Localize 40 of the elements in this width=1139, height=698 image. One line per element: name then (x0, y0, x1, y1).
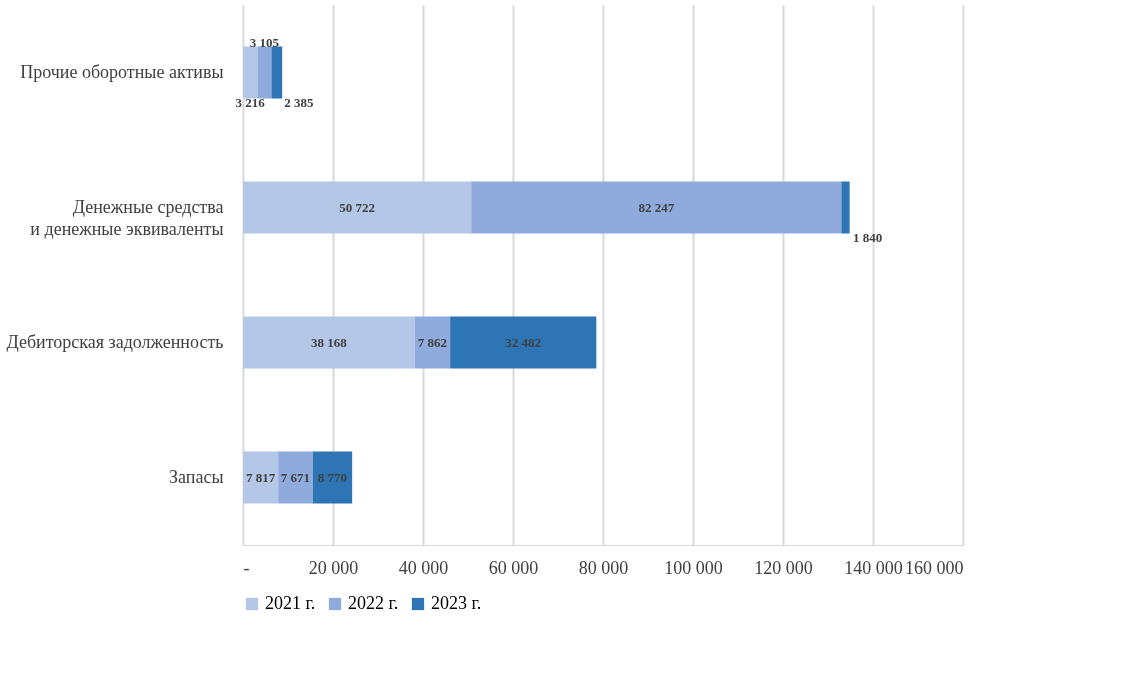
bar (841, 181, 850, 234)
bar (312, 451, 353, 504)
data-label: 3 105 (249, 34, 280, 50)
data-label: 7 817 (245, 469, 276, 485)
data-label: 7 862 (417, 334, 448, 350)
y-tick-label: Прочие оборотные активы (20, 61, 224, 82)
data-label: 1 840 (852, 229, 883, 245)
data-label: 82 247 (638, 199, 675, 215)
bar (243, 181, 472, 234)
data-label: 50 722 (339, 199, 375, 215)
x-tick-label: 40 000 (398, 557, 449, 578)
x-tick-label: 160 000 (905, 557, 964, 578)
bar (271, 46, 283, 99)
data-label: 7 671 (280, 469, 311, 485)
data-label: 8 770 (317, 469, 348, 485)
bar (257, 46, 272, 99)
y-tick-label: Дебиторская задолженность (6, 331, 224, 352)
data-label: 3 216 (235, 94, 266, 110)
legend-label: 2022 г. (348, 593, 399, 613)
bar (243, 451, 279, 504)
x-tick-label: 140 000 (844, 557, 903, 578)
bar (450, 316, 597, 369)
data-label: 32 482 (505, 334, 542, 350)
x-tick-label: 60 000 (488, 557, 539, 578)
bar (243, 316, 415, 369)
legend-label: 2021 г. (265, 593, 316, 613)
x-tick-label: - (243, 557, 250, 578)
x-tick-label: 20 000 (308, 557, 359, 578)
data-label: 38 168 (311, 334, 348, 350)
y-tick-label: Денежные средства и денежные эквиваленты (30, 196, 224, 239)
x-tick-label: 120 000 (754, 557, 813, 578)
y-tick-label: Запасы (169, 466, 224, 487)
data-label: 2 385 (284, 94, 314, 110)
bar (243, 46, 258, 99)
legend-label: 2023 г. (431, 593, 482, 613)
bar (471, 181, 842, 234)
x-tick-label: 80 000 (578, 557, 629, 578)
bar (278, 451, 313, 504)
x-tick-label: 100 000 (664, 557, 723, 578)
bar (414, 316, 451, 369)
